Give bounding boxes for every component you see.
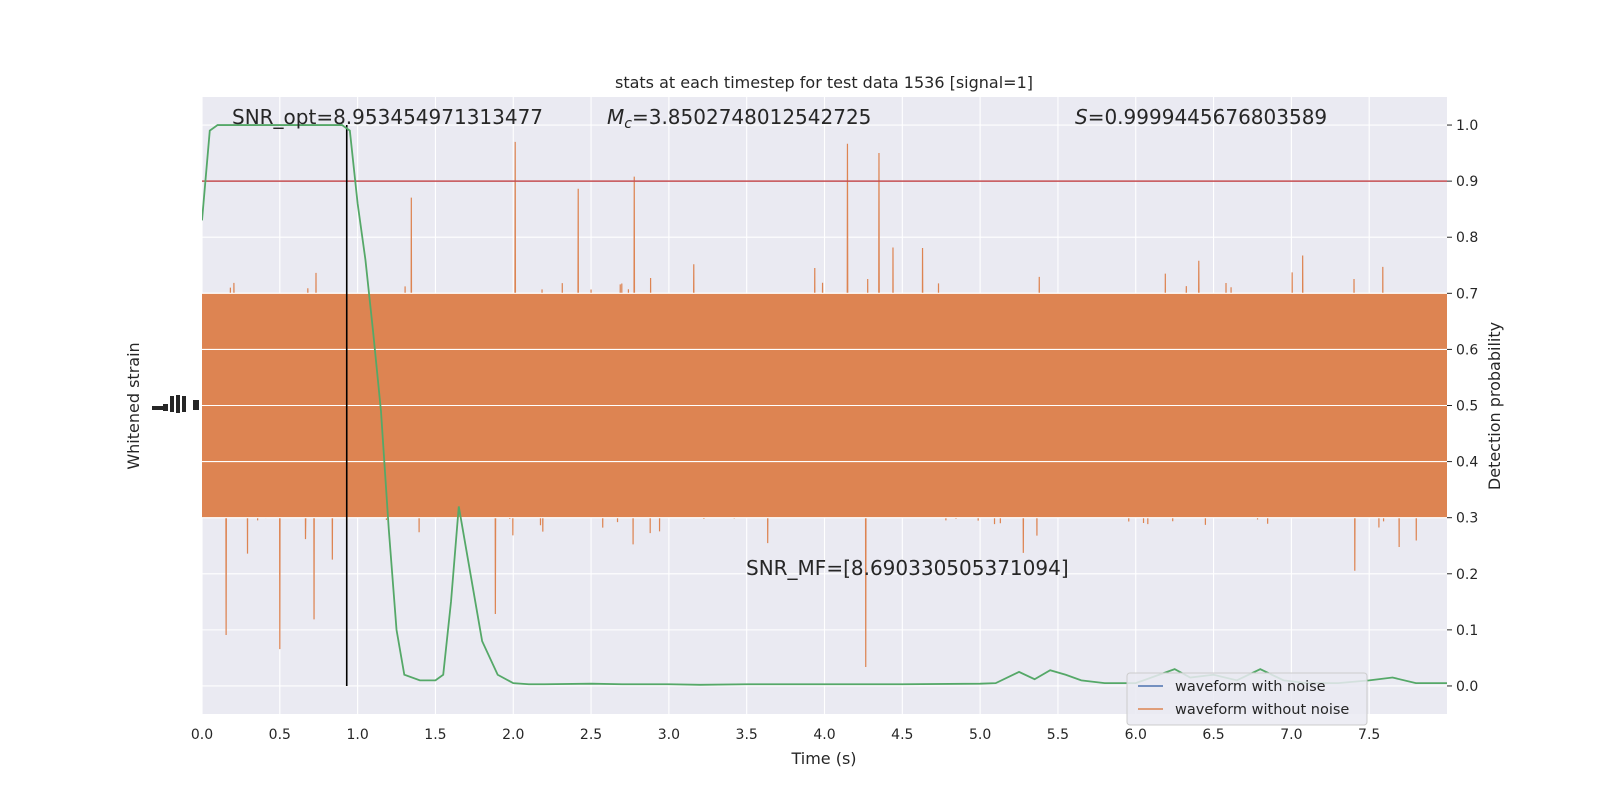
x-tick-label: 4.0 (813, 727, 835, 743)
legend: waveform with noise waveform without noi… (1126, 672, 1368, 726)
x-tick-label: 7.0 (1280, 727, 1302, 743)
y-tick-label: 0.3 (1456, 511, 1478, 527)
y-tick-label: 0.6 (1456, 342, 1478, 358)
right-y-axis-label: Detection probability (1485, 322, 1504, 490)
y-tick-label: 0.5 (1456, 399, 1478, 415)
x-tick-label: 5.5 (1047, 727, 1069, 743)
left-tick-overlap-mark (163, 404, 168, 411)
x-tick-label: 2.5 (580, 727, 602, 743)
x-tick-label: 1.0 (346, 727, 368, 743)
x-axis-ticks: 0.0 0.5 1.0 1.5 2.0 2.5 3.0 3.5 4.0 4.5 5.0 5.5 6.0 6… (191, 727, 1380, 743)
x-tick-label: 3.5 (736, 727, 758, 743)
left-tick-overlap-mark (152, 406, 164, 410)
chirp-mass-value: =3.8502748012542725 (632, 105, 871, 129)
legend-label-waveform-with-noise: waveform with noise (1175, 679, 1326, 695)
detection-statistic-value: =0.9999445676803589 (1088, 105, 1327, 129)
left-y-axis-ticks (152, 395, 199, 413)
y-tick-label: 0.2 (1456, 567, 1478, 583)
x-tick-label: 3.0 (658, 727, 680, 743)
chirp-mass-subscript: c (624, 116, 632, 132)
plot-title: stats at each timestep for test data 153… (615, 73, 1033, 92)
y-tick-label: 1.0 (1456, 118, 1478, 134)
x-axis-label: Time (s) (790, 749, 856, 768)
left-tick-overlap-mark (182, 396, 186, 412)
y-tick-label: 0.9 (1456, 174, 1478, 190)
left-tick-overlap-mark (193, 400, 199, 410)
right-y-axis-ticks: 0.0 0.1 0.2 0.3 0.4 0.5 0.6 0.7 0.8 0.9 1.0 (1447, 118, 1478, 695)
x-tick-label: 4.5 (891, 727, 913, 743)
y-tick-label: 0.7 (1456, 286, 1478, 302)
snr-mf-annotation: SNR_MF=[8.690330505371094] (746, 556, 1069, 580)
x-tick-label: 6.0 (1125, 727, 1147, 743)
detection-statistic-symbol: S (1075, 105, 1088, 129)
x-tick-label: 5.0 (969, 727, 991, 743)
legend-label-waveform-without-noise: waveform without noise (1175, 702, 1349, 718)
y-tick-label: 0.1 (1456, 623, 1478, 639)
y-tick-label: 0.8 (1456, 230, 1478, 246)
y-tick-label: 0.4 (1456, 455, 1478, 471)
x-tick-label: 0.5 (269, 727, 291, 743)
snr-opt-annotation: SNR_opt=8.953454971313477 (232, 105, 543, 129)
left-tick-overlap-mark (170, 396, 174, 412)
series-waveform-without-noise (202, 141, 1447, 668)
x-tick-label: 0.0 (191, 727, 213, 743)
legend-box (1126, 672, 1368, 726)
chirp-mass-annotation: Mc=3.8502748012542725 (607, 105, 871, 132)
x-tick-label: 6.5 (1202, 727, 1224, 743)
y-tick-label: 0.0 (1456, 679, 1478, 695)
x-tick-label: 1.5 (424, 727, 446, 743)
x-tick-label: 7.5 (1358, 727, 1380, 743)
reference-lines (202, 125, 1447, 686)
x-tick-label: 2.0 (502, 727, 524, 743)
left-y-axis-label: Whitened strain (124, 342, 143, 469)
chirp-mass-symbol: M (607, 105, 624, 129)
left-tick-overlap-mark (176, 395, 180, 413)
detection-statistic-annotation: S=0.9999445676803589 (1075, 105, 1327, 129)
